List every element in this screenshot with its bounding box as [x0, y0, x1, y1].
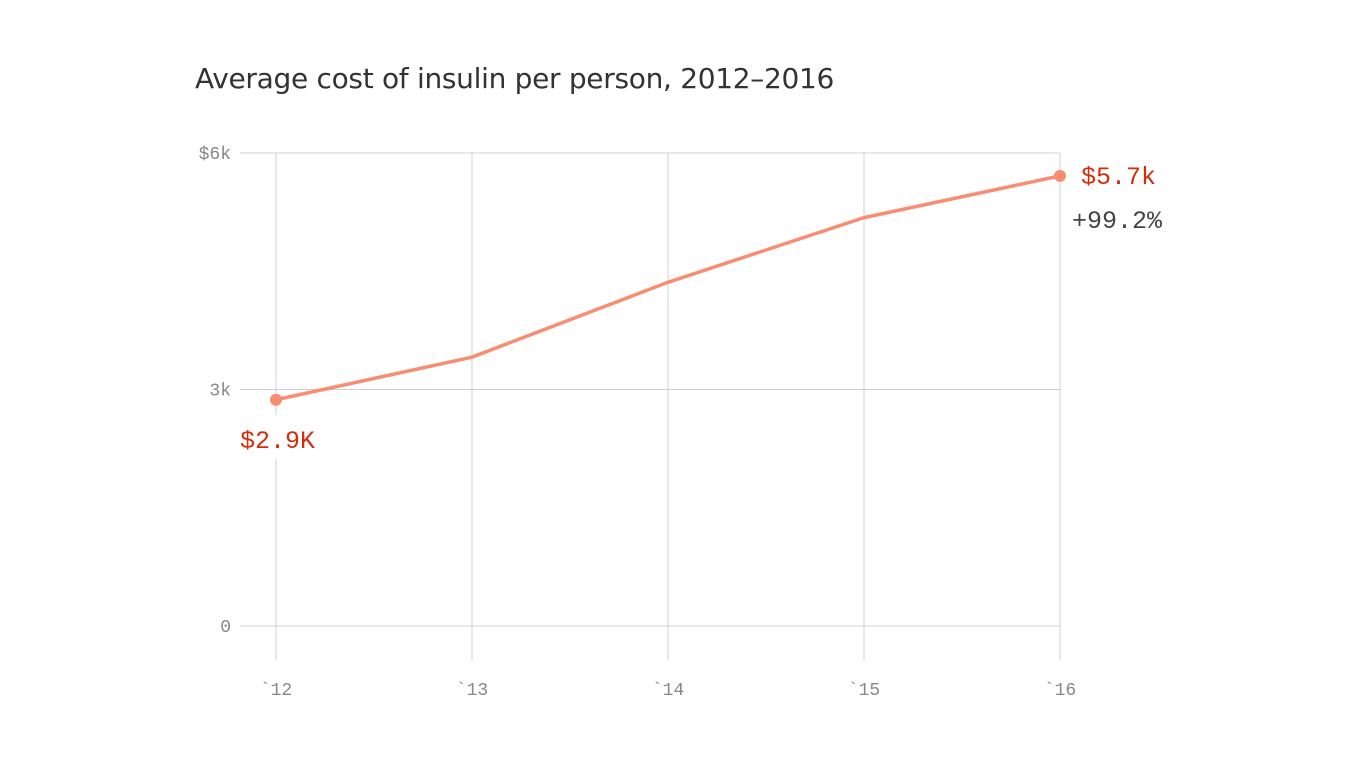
- label-background: [238, 415, 328, 459]
- end-point-marker: [1054, 169, 1066, 182]
- x-tick-label: `15: [848, 681, 880, 701]
- start-point-marker: [270, 393, 282, 406]
- series-line: [275, 174, 1061, 402]
- chart-title: Average cost of insulin per person, 2012…: [195, 62, 835, 95]
- y-tick-label: $6k: [199, 145, 231, 165]
- percent-change-label: +99.2%: [1072, 207, 1163, 236]
- x-tick-label: `16: [1044, 681, 1076, 701]
- x-tick-label: `13: [456, 681, 488, 701]
- x-tick-label: `14: [652, 681, 684, 701]
- y-tick-label: 3k: [209, 382, 231, 402]
- end-value-label: $5.7k: [1081, 163, 1156, 192]
- y-tick-label: 0: [220, 618, 231, 638]
- start-value-label: $2.9K: [240, 427, 315, 456]
- x-tick-label: `12: [260, 681, 292, 701]
